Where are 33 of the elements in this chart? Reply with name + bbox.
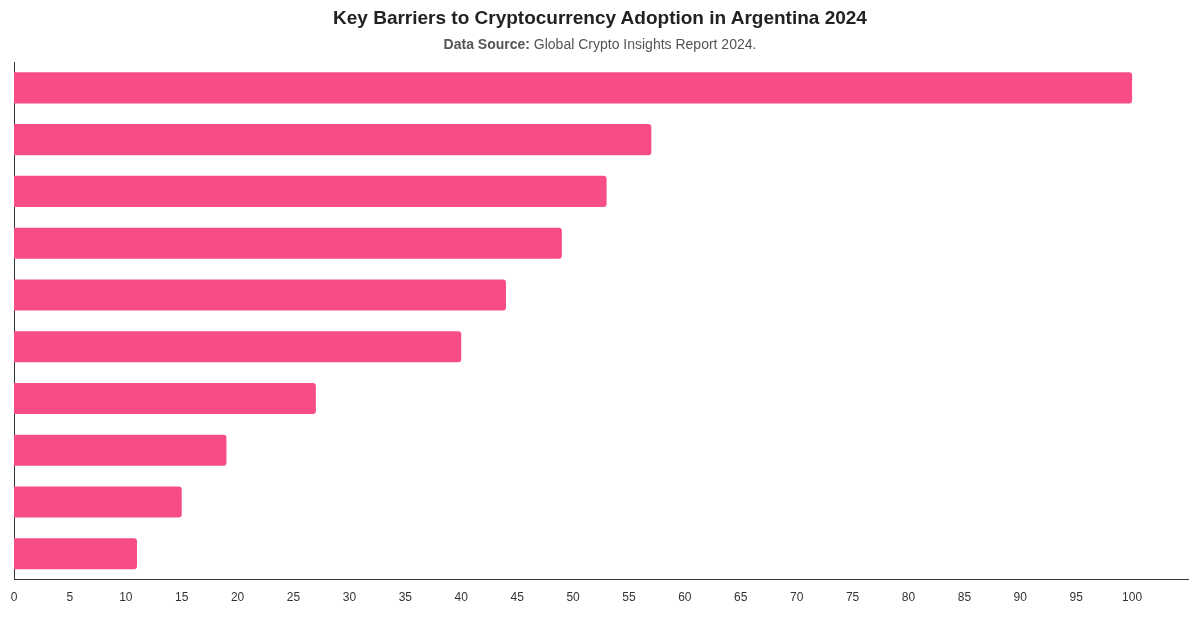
x-tick-label: 35 (398, 590, 413, 605)
x-tick-label: 55 (622, 590, 636, 605)
x-tick-label: 95 (1069, 590, 1084, 605)
x-tick-label: 100 (1122, 590, 1143, 605)
x-tick-label: 30 (342, 590, 357, 605)
chart-subtitle: Data Source: Global Crypto Insights Report 2024. (442, 36, 758, 52)
bar (14, 538, 137, 570)
bar (14, 331, 462, 363)
bar (14, 72, 1133, 104)
bar (14, 227, 562, 259)
x-tick-label: 40 (454, 590, 469, 605)
x-tick-label: 45 (510, 590, 525, 605)
bar (14, 175, 607, 207)
x-tick-label: 75 (845, 590, 860, 605)
x-tick-label: 0 (10, 590, 18, 605)
bar (14, 124, 652, 156)
x-tick-label: 90 (1013, 590, 1028, 605)
chart-title: Key Barriers to Cryptocurrency Adoption in Argentina 2024 (332, 7, 868, 29)
x-tick-label: 85 (957, 590, 972, 605)
bar (14, 434, 227, 466)
x-tick-label: 20 (230, 590, 245, 605)
x-tick-label: 15 (175, 590, 189, 605)
x-tick-label: 60 (678, 590, 692, 605)
x-tick-label: 50 (566, 590, 581, 605)
x-tick-label: 70 (789, 590, 804, 605)
bar (14, 279, 506, 311)
x-tick-label: 25 (286, 590, 301, 605)
x-tick-label: 10 (119, 590, 133, 605)
x-tick-label: 80 (901, 590, 916, 605)
bar (14, 382, 316, 414)
x-tick-label: 5 (66, 590, 74, 605)
x-tick-label: 65 (734, 590, 748, 605)
bar (14, 486, 182, 518)
